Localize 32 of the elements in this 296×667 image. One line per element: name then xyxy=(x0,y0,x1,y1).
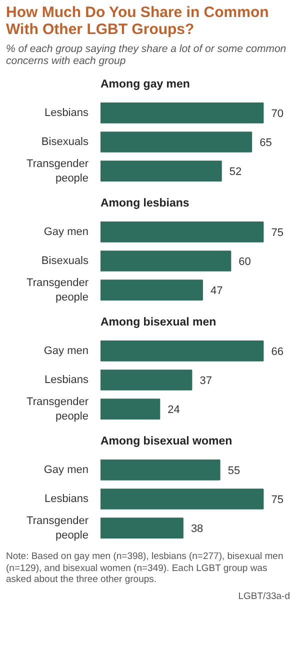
data-label: 75 xyxy=(271,227,284,240)
data-label: 70 xyxy=(271,108,284,120)
data-label: 65 xyxy=(260,137,272,150)
y-tick-label: Lesbians xyxy=(44,374,89,386)
y-tick-label: Bisexuals xyxy=(41,136,89,148)
data-label: 60 xyxy=(238,256,251,268)
data-label: 52 xyxy=(229,166,242,178)
data-label: 75 xyxy=(271,494,284,506)
data-label: 24 xyxy=(168,404,180,416)
y-tick-label: Gay men xyxy=(44,464,89,476)
y-tick-label: Bisexuals xyxy=(41,255,89,268)
y-tick-label: Lesbians xyxy=(44,107,89,120)
data-label: 37 xyxy=(200,375,212,388)
chart-title: Among bisexual men xyxy=(100,316,216,329)
y-tick-label: Gay men xyxy=(44,226,89,238)
data-label: 47 xyxy=(210,285,223,298)
y-tick-label: Lesbians xyxy=(44,493,89,506)
chart-title: Among bisexual women xyxy=(100,436,232,448)
text: % of each group saying they share a lot of or some common concerns with each group xyxy=(6,43,288,67)
y-tick-label: Transgender people xyxy=(26,515,89,542)
data-label: 38 xyxy=(190,523,204,536)
text: LGBT/33a-d xyxy=(237,590,290,604)
y-tick-label: Gay men xyxy=(44,345,89,358)
chart-title: Among gay men xyxy=(100,78,190,91)
chart-title: Among lesbians xyxy=(100,198,190,210)
y-tick-label: Transgender people xyxy=(26,396,89,422)
y-tick-label: Transgender people xyxy=(26,277,89,304)
data-label: 66 xyxy=(271,346,284,358)
data-label: 55 xyxy=(228,465,240,478)
text: How Much Do You Share in Common With Other LGBT Groups? xyxy=(6,4,270,38)
text: Note: Based on gay men (n=398), lesbians (n=277), bisexual men (n=129), and bisexual women (n=349). Each LGBT group was asked about the three other groups. xyxy=(6,551,284,586)
y-tick-label: Transgender people xyxy=(26,158,89,184)
